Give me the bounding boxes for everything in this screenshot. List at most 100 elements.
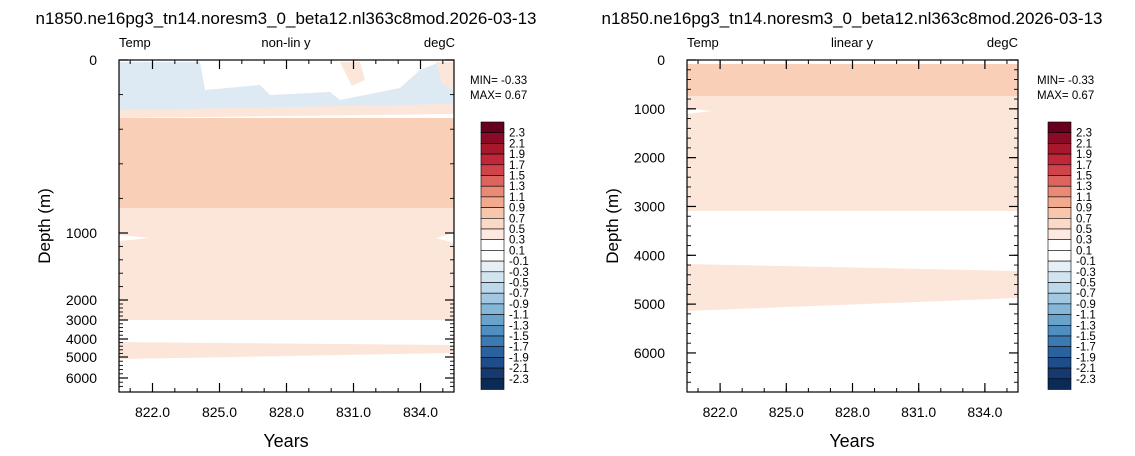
colorbar-box <box>480 335 505 347</box>
colorbar-label: 0.3 <box>509 235 525 247</box>
colorbar-box <box>1047 292 1072 305</box>
colorbar-label: 0.3 <box>1076 235 1092 247</box>
colorbar-label: -1.7 <box>509 342 529 354</box>
colorbar-label: -1.3 <box>509 320 529 332</box>
colorbar-box <box>1047 314 1072 326</box>
colorbar-box <box>1047 121 1072 133</box>
colorbar-box <box>1047 196 1072 208</box>
colorbar-label: -0.5 <box>1076 278 1096 290</box>
colorbar-label: 0.7 <box>1076 213 1092 225</box>
colorbar-box <box>1047 153 1072 166</box>
left-x-axis: 822.0 825.0 828.0 831.0 834.0 <box>129 60 444 420</box>
left-contour-pos-patch-a <box>340 62 365 86</box>
right-contour-band-0.5-0.7 <box>687 64 1018 96</box>
colorbar-box <box>1047 303 1072 315</box>
colorbar-box <box>480 228 505 240</box>
colorbar-label: -0.3 <box>1076 267 1096 279</box>
left-colorbar: 2.32.11.91.71.51.31.10.90.70.50.30.1-0.1… <box>480 121 529 390</box>
colorbar-box <box>480 250 505 262</box>
colorbar-label: 0.5 <box>1076 224 1092 236</box>
right-colorbar: 2.32.11.91.71.51.31.10.90.70.50.30.1-0.1… <box>1047 121 1096 390</box>
colorbar-box <box>480 143 505 155</box>
colorbar-box <box>1047 228 1072 240</box>
colorbar-box <box>1047 271 1072 283</box>
colorbar-label: 1.1 <box>509 192 525 204</box>
left-contour-band-0.5-0.7 <box>119 118 454 208</box>
right-plot-area <box>687 60 1018 392</box>
y-tick-label: 0 <box>89 52 97 68</box>
colorbar-box <box>1047 346 1072 358</box>
left-panel-title: n1850.ne16pg3_tn14.noresm3_0_beta12.nl36… <box>36 9 537 28</box>
colorbar-label: 1.9 <box>1076 149 1092 161</box>
colorbar-label: -1.9 <box>509 352 529 364</box>
colorbar-box <box>480 346 505 358</box>
right-notch-left <box>687 108 712 114</box>
colorbar-box <box>1047 132 1072 144</box>
colorbar-label: -0.1 <box>1076 256 1096 268</box>
left-contour-neg-patch <box>119 62 454 112</box>
right-max-label: MAX= 0.67 <box>1037 90 1094 102</box>
y-tick-label: 6000 <box>66 370 97 386</box>
colorbar-box <box>480 164 505 176</box>
colorbar-box <box>1047 185 1072 198</box>
colorbar-box <box>480 175 505 187</box>
right-left-string: Temp <box>687 35 719 50</box>
colorbar-label: -2.1 <box>509 363 529 375</box>
x-tick-label: 822.0 <box>703 404 738 420</box>
y-tick-label: 0 <box>657 52 665 68</box>
colorbar-label: 0.9 <box>1076 203 1092 215</box>
x-tick-label: 831.0 <box>336 404 371 420</box>
colorbar-box <box>480 207 505 219</box>
left-notch-left <box>119 235 150 241</box>
colorbar-label: -2.3 <box>1076 374 1096 386</box>
colorbar-label: 1.3 <box>1076 181 1092 193</box>
left-x-label: Years <box>263 431 308 451</box>
colorbar-box <box>1047 367 1072 380</box>
colorbar-box <box>480 218 505 230</box>
colorbar-box <box>1047 282 1072 294</box>
y-tick-label: 3000 <box>634 198 665 214</box>
x-tick-label: 825.0 <box>769 404 804 420</box>
colorbar-box <box>480 303 505 315</box>
x-tick-label: 825.0 <box>202 404 237 420</box>
colorbar-box <box>480 196 505 208</box>
left-right-string: degC <box>424 35 455 50</box>
y-tick-label: 4000 <box>66 331 97 347</box>
colorbar-label: -0.9 <box>1076 299 1096 311</box>
right-y-label: Depth (m) <box>603 188 622 264</box>
colorbar-label: 1.7 <box>509 160 525 172</box>
colorbar-label: 1.3 <box>509 181 525 193</box>
colorbar-label: 0.9 <box>509 203 525 215</box>
colorbar-box <box>480 367 505 380</box>
colorbar-box <box>1047 324 1072 337</box>
colorbar-label: 0.5 <box>509 224 525 236</box>
colorbar-box <box>480 132 505 144</box>
y-tick-label: 3000 <box>66 312 97 328</box>
colorbar-box <box>480 185 505 198</box>
colorbar-label: -1.1 <box>1076 310 1096 322</box>
y-tick-label: 2000 <box>66 292 97 308</box>
colorbar-label: 2.1 <box>509 138 525 150</box>
y-tick-label: 1000 <box>634 101 665 117</box>
colorbar-box <box>480 271 505 283</box>
colorbar-box <box>1047 239 1072 251</box>
colorbar-box <box>1047 378 1072 390</box>
right-panel-title: n1850.ne16pg3_tn14.noresm3_0_beta12.nl36… <box>602 9 1103 28</box>
x-tick-label: 822.0 <box>135 404 170 420</box>
x-tick-label: 831.0 <box>901 404 936 420</box>
left-min-label: MIN= -0.33 <box>470 75 527 87</box>
colorbar-label: 1.5 <box>509 171 525 183</box>
colorbar-label: -2.1 <box>1076 363 1096 375</box>
left-contour-band-deep-white <box>119 320 454 342</box>
colorbar-box <box>480 260 505 273</box>
colorbar-label: 2.3 <box>509 128 525 140</box>
colorbar-label: -0.7 <box>1076 288 1096 300</box>
colorbar-label: 1.9 <box>509 149 525 161</box>
colorbar-box <box>1047 335 1072 347</box>
colorbar-label: 1.1 <box>1076 192 1092 204</box>
colorbar-label: -0.1 <box>509 256 529 268</box>
colorbar-label: -1.3 <box>1076 320 1096 332</box>
left-left-string: Temp <box>119 35 151 50</box>
left-y-axis: 0 1000 2000 3000 4000 5000 6000 <box>66 52 454 387</box>
right-x-label: Years <box>829 431 874 451</box>
